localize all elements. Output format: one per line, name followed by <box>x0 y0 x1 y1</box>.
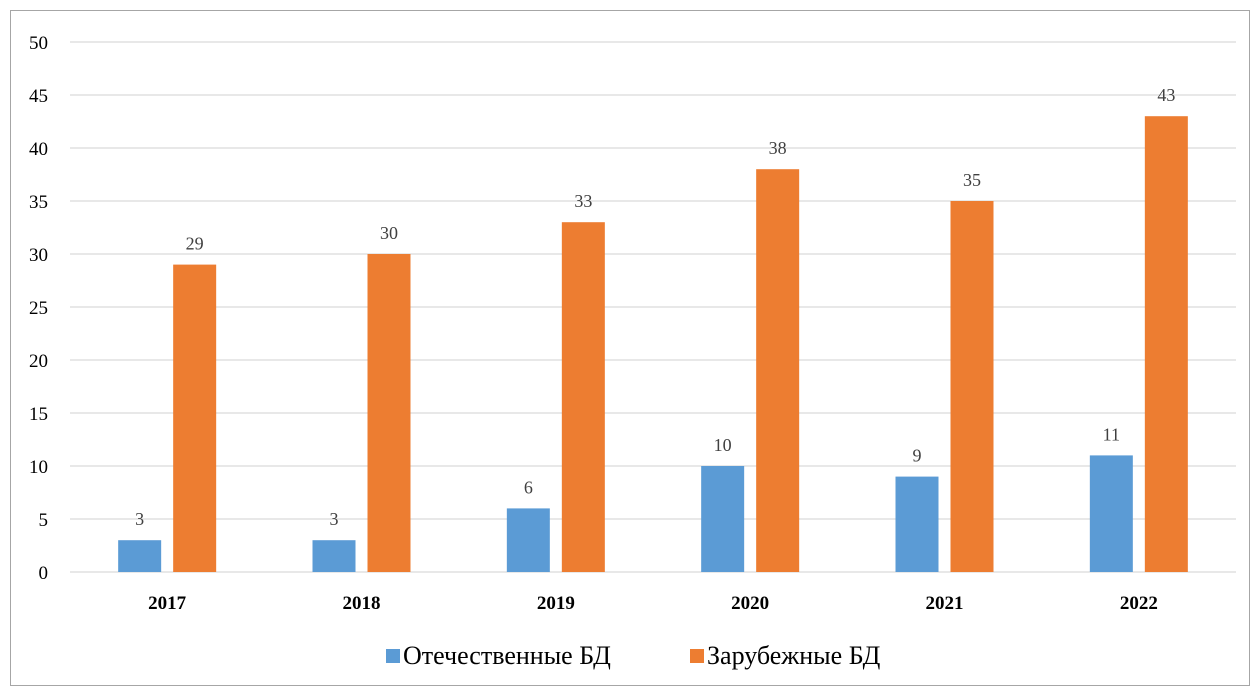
y-tick-label: 30 <box>29 245 48 266</box>
data-label: 10 <box>714 435 732 455</box>
data-label: 43 <box>1157 85 1175 105</box>
data-label: 3 <box>330 509 339 529</box>
legend-swatch-domestic <box>386 649 400 663</box>
data-labels: 3 29 3 30 6 33 10 38 9 35 11 43 <box>135 85 1175 529</box>
data-label: 29 <box>186 234 204 254</box>
bar-foreign <box>173 264 217 572</box>
data-label: 11 <box>1103 424 1120 444</box>
bar-foreign <box>1144 116 1188 572</box>
data-label: 38 <box>769 138 787 158</box>
data-label: 6 <box>524 477 533 497</box>
bar-domestic <box>701 466 745 572</box>
legend: Отечественные БД Зарубежные БД <box>386 641 881 670</box>
y-tick-label: 40 <box>29 139 48 160</box>
data-label: 35 <box>963 170 981 190</box>
bar-foreign <box>561 222 605 572</box>
bar-domestic <box>312 540 356 572</box>
y-tick-label: 5 <box>39 510 49 531</box>
x-category-label: 2018 <box>343 593 381 614</box>
bars <box>118 116 1188 572</box>
bar-domestic <box>118 540 162 572</box>
bar-foreign <box>367 254 411 572</box>
data-label: 3 <box>135 509 144 529</box>
data-label: 33 <box>574 191 592 211</box>
x-category-label: 2019 <box>537 593 575 614</box>
bar-domestic <box>895 476 939 572</box>
data-label: 30 <box>380 223 398 243</box>
y-tick-label: 50 <box>29 33 48 54</box>
x-category-label: 2022 <box>1120 593 1158 614</box>
x-axis-categories: 2017 2018 2019 2020 2021 2022 <box>148 593 1158 614</box>
x-category-label: 2020 <box>731 593 769 614</box>
data-label: 9 <box>913 446 922 466</box>
bar-foreign <box>950 201 994 572</box>
y-tick-label: 45 <box>29 86 48 107</box>
x-category-label: 2017 <box>148 593 187 614</box>
bar-domestic <box>506 508 550 572</box>
gridlines <box>70 41 1236 573</box>
x-category-label: 2021 <box>926 593 964 614</box>
y-tick-label: 15 <box>29 404 48 425</box>
y-tick-label: 35 <box>29 192 48 213</box>
legend-label-foreign: Зарубежные БД <box>707 641 881 670</box>
bar-domestic <box>1089 455 1133 572</box>
y-tick-label: 20 <box>29 351 48 372</box>
bar-foreign <box>756 169 800 572</box>
y-tick-label: 25 <box>29 298 48 319</box>
y-tick-label: 0 <box>39 563 49 584</box>
chart-frame <box>10 10 1250 686</box>
legend-label-domestic: Отечественные БД <box>403 641 611 670</box>
y-axis-ticks: 0 5 10 15 20 25 30 35 40 45 50 <box>29 33 48 584</box>
y-tick-label: 10 <box>29 457 48 478</box>
legend-swatch-foreign <box>690 649 704 663</box>
